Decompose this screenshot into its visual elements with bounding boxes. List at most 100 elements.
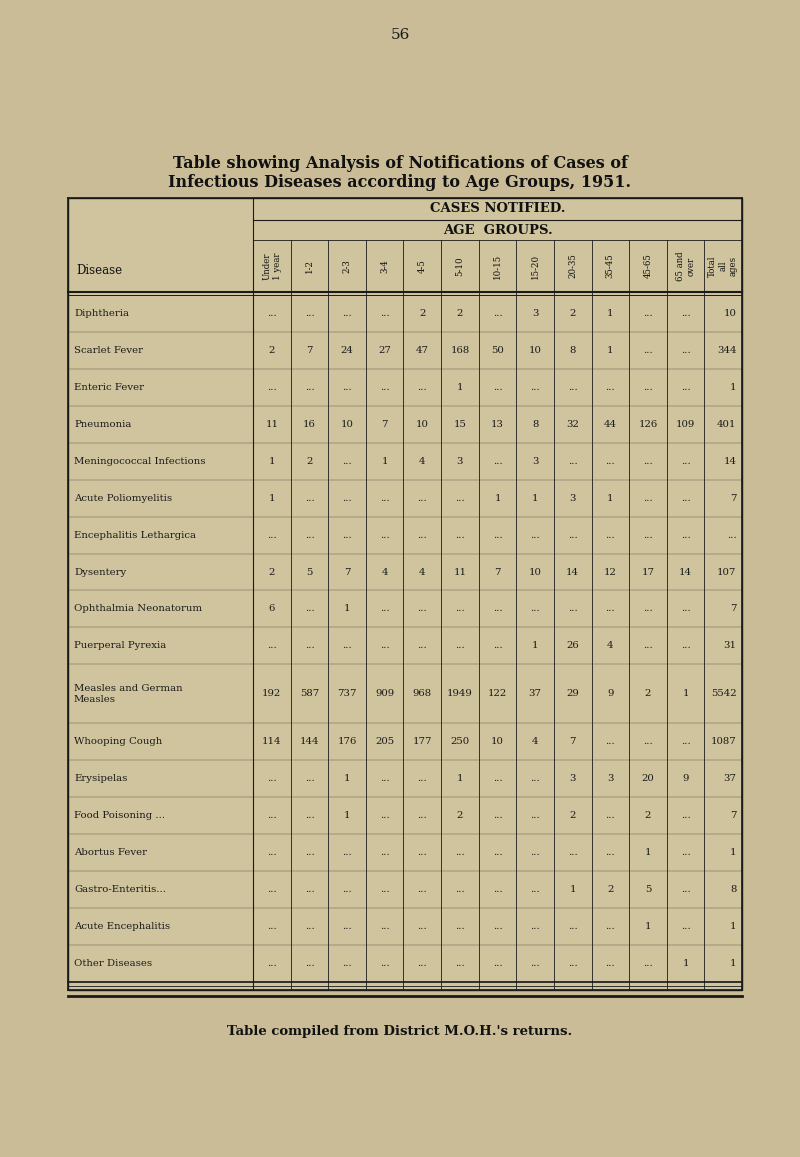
Text: 1: 1 <box>344 604 350 613</box>
Text: Measles and German
Measles: Measles and German Measles <box>74 684 182 703</box>
Text: ...: ... <box>380 922 390 931</box>
Text: 107: 107 <box>717 568 736 576</box>
Text: 144: 144 <box>300 737 319 746</box>
Text: 3: 3 <box>532 457 538 466</box>
Text: ...: ... <box>342 383 352 392</box>
Text: ...: ... <box>305 922 314 931</box>
Text: 2-3: 2-3 <box>342 259 351 273</box>
Text: ...: ... <box>726 531 736 539</box>
Text: 7: 7 <box>730 604 736 613</box>
Text: ...: ... <box>530 383 540 392</box>
Text: ...: ... <box>606 848 615 857</box>
Text: 16: 16 <box>303 420 316 429</box>
Text: ...: ... <box>418 531 427 539</box>
Text: 10: 10 <box>529 568 542 576</box>
Text: 50: 50 <box>491 346 504 355</box>
Text: ...: ... <box>568 959 578 968</box>
Text: ...: ... <box>267 885 277 894</box>
Text: 45-65: 45-65 <box>643 253 653 279</box>
Text: ...: ... <box>267 811 277 820</box>
Text: 1: 1 <box>645 848 651 857</box>
Text: ...: ... <box>643 494 653 502</box>
Text: 4-5: 4-5 <box>418 259 426 273</box>
Text: ...: ... <box>643 346 653 355</box>
Text: ...: ... <box>681 848 690 857</box>
Text: 27: 27 <box>378 346 391 355</box>
Text: 31: 31 <box>723 641 736 650</box>
Text: ...: ... <box>380 959 390 968</box>
Text: ...: ... <box>267 383 277 392</box>
Text: ...: ... <box>267 848 277 857</box>
Text: Acute Encephalitis: Acute Encephalitis <box>74 922 170 931</box>
Text: 26: 26 <box>566 641 579 650</box>
Text: ...: ... <box>380 604 390 613</box>
Text: 1: 1 <box>532 494 538 502</box>
Text: ...: ... <box>305 383 314 392</box>
Text: 401: 401 <box>717 420 736 429</box>
Text: Enteric Fever: Enteric Fever <box>74 383 144 392</box>
Text: Disease: Disease <box>76 265 122 278</box>
Text: ...: ... <box>606 737 615 746</box>
Text: ...: ... <box>267 774 277 783</box>
Text: 1: 1 <box>570 885 576 894</box>
Text: ...: ... <box>342 848 352 857</box>
Text: ...: ... <box>380 641 390 650</box>
Text: ...: ... <box>305 811 314 820</box>
Text: 20: 20 <box>642 774 654 783</box>
Text: Total
all
ages: Total all ages <box>708 256 738 277</box>
Text: 1087: 1087 <box>710 737 736 746</box>
Text: ...: ... <box>493 383 502 392</box>
Text: 20-35: 20-35 <box>568 253 578 279</box>
Text: ...: ... <box>305 309 314 318</box>
Text: 2: 2 <box>457 309 463 318</box>
Text: 1: 1 <box>382 457 388 466</box>
Text: ...: ... <box>493 457 502 466</box>
Text: ...: ... <box>681 309 690 318</box>
Text: 2: 2 <box>607 885 614 894</box>
Text: 13: 13 <box>491 420 504 429</box>
Text: 32: 32 <box>566 420 579 429</box>
Text: Scarlet Fever: Scarlet Fever <box>74 346 143 355</box>
Text: 37: 37 <box>529 690 542 699</box>
Text: 1: 1 <box>607 346 614 355</box>
Text: 1: 1 <box>730 383 736 392</box>
Text: 4: 4 <box>419 457 426 466</box>
Text: 7: 7 <box>382 420 388 429</box>
Text: ...: ... <box>643 309 653 318</box>
Text: ...: ... <box>418 811 427 820</box>
Text: ...: ... <box>455 641 465 650</box>
Text: 1: 1 <box>494 494 501 502</box>
Text: ...: ... <box>455 494 465 502</box>
Text: 968: 968 <box>413 690 432 699</box>
Text: 14: 14 <box>679 568 692 576</box>
Text: 8: 8 <box>730 885 736 894</box>
Text: 3: 3 <box>607 774 614 783</box>
Text: Encephalitis Lethargica: Encephalitis Lethargica <box>74 531 196 539</box>
Text: ...: ... <box>305 604 314 613</box>
Text: 1: 1 <box>730 922 736 931</box>
Text: 2: 2 <box>269 346 275 355</box>
Text: ...: ... <box>681 811 690 820</box>
Text: 9: 9 <box>607 690 614 699</box>
Text: ...: ... <box>568 604 578 613</box>
Text: 1: 1 <box>269 457 275 466</box>
Text: 14: 14 <box>566 568 579 576</box>
Text: 1949: 1949 <box>447 690 473 699</box>
Text: ...: ... <box>530 604 540 613</box>
Text: ...: ... <box>493 531 502 539</box>
Text: Whooping Cough: Whooping Cough <box>74 737 162 746</box>
Text: ...: ... <box>380 531 390 539</box>
Text: ...: ... <box>418 959 427 968</box>
Text: ...: ... <box>418 383 427 392</box>
Text: ...: ... <box>530 885 540 894</box>
Text: ...: ... <box>643 457 653 466</box>
Text: ...: ... <box>606 383 615 392</box>
Text: ...: ... <box>681 457 690 466</box>
Text: ...: ... <box>267 959 277 968</box>
Text: 14: 14 <box>723 457 736 466</box>
Text: Infectious Diseases according to Age Groups, 1951.: Infectious Diseases according to Age Gro… <box>169 174 631 191</box>
Text: CASES NOTIFIED.: CASES NOTIFIED. <box>430 202 566 215</box>
Text: ...: ... <box>530 774 540 783</box>
Text: 10: 10 <box>491 737 504 746</box>
Text: ...: ... <box>380 811 390 820</box>
